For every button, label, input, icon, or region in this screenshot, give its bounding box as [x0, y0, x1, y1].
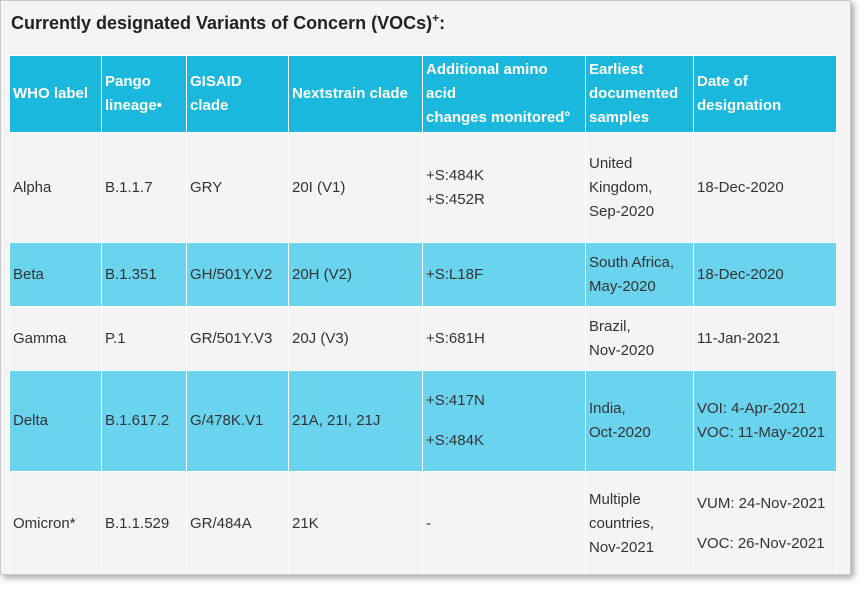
column-header: Date of designation: [693, 55, 837, 133]
cell-nextstrain: 21A, 21I, 21J: [288, 370, 423, 472]
table-header-row: WHO label Pango lineage• GISAID clade Next…: [9, 55, 837, 133]
cell-who: Omicron*: [9, 471, 102, 574]
header-who: WHO label: [13, 85, 89, 102]
column-header: Nextstrain clade: [288, 55, 423, 133]
cell-who: Gamma: [9, 306, 102, 371]
title-superscript: +: [432, 11, 440, 25]
cell-date: 18-Dec-2020: [693, 242, 837, 307]
cell-who: Delta: [9, 370, 102, 472]
header-pango: Pango lineage•: [105, 73, 162, 114]
cell-samples: India, Oct-2020: [585, 370, 694, 472]
cell-date: 11-Jan-2021: [693, 306, 837, 371]
header-samples: Earliest documented samples: [589, 61, 679, 126]
cell-gisaid: GRY: [186, 132, 289, 243]
voc-panel: Currently designated Variants of Concern…: [0, 0, 851, 575]
cell-date: VUM: 24-Nov-2021 VOC: 26-Nov-2021: [693, 471, 837, 574]
cell-samples: Brazil, Nov-2020: [585, 306, 694, 371]
cell-gisaid: G/478K.V1: [186, 370, 289, 472]
cell-samples: South Africa, May-2020: [585, 242, 694, 307]
cell-gisaid: GR/484A: [186, 471, 289, 574]
cell-aa: +S:417N +S:484K: [422, 370, 586, 472]
cell-date: VOI: 4-Apr-2021 VOC: 11-May-2021: [693, 370, 837, 472]
cell-samples: Multiple countries, Nov-2021: [585, 471, 694, 574]
cell-pango: B.1.1.7: [101, 132, 187, 243]
header-date: Date of designation: [697, 73, 782, 114]
title-suffix: :: [439, 13, 446, 33]
cell-nextstrain: 20I (V1): [288, 132, 423, 243]
page-title: Currently designated Variants of Concern…: [11, 11, 445, 34]
column-header: Pango lineage•: [101, 55, 187, 133]
cell-aa: -: [422, 471, 586, 574]
cell-pango: P.1: [101, 306, 187, 371]
cell-samples: United Kingdom, Sep-2020: [585, 132, 694, 243]
column-header: WHO label: [9, 55, 102, 133]
cell-nextstrain: 20J (V3): [288, 306, 423, 371]
table-row: Delta B.1.617.2 G/478K.V1 21A, 21I, 21J …: [9, 370, 837, 472]
voc-table: WHO label Pango lineage• GISAID clade Next…: [9, 55, 837, 574]
table-row: Alpha B.1.1.7 GRY 20I (V1) +S:484K +S:452…: [9, 132, 837, 243]
cell-gisaid: GR/501Y.V3: [186, 306, 289, 371]
cell-pango: B.1.351: [101, 242, 187, 307]
cell-date: 18-Dec-2020: [693, 132, 837, 243]
table-row: Gamma P.1 GR/501Y.V3 20J (V3) +S:681H Br…: [9, 306, 837, 371]
cell-who: Alpha: [9, 132, 102, 243]
column-header: Earliest documented samples: [585, 55, 694, 133]
cell-who: Beta: [9, 242, 102, 307]
table-row: Omicron* B.1.1.529 GR/484A 21K - Multipl…: [9, 471, 837, 574]
cell-aa: +S:484K +S:452R: [422, 132, 586, 243]
title-text: Currently designated Variants of Concern…: [11, 13, 433, 33]
cell-nextstrain: 20H (V2): [288, 242, 423, 307]
cell-nextstrain: 21K: [288, 471, 423, 574]
cell-aa: +S:681H: [422, 306, 586, 371]
column-header: Additional amino acid changes monitored°: [422, 55, 586, 133]
header-aa: Additional amino acid changes monitored°: [426, 61, 571, 126]
cell-pango: B.1.1.529: [101, 471, 187, 574]
cell-aa: +S:L18F: [422, 242, 586, 307]
cell-gisaid: GH/501Y.V2: [186, 242, 289, 307]
header-nextstrain: Nextstrain clade: [292, 85, 408, 102]
table-row: Beta B.1.351 GH/501Y.V2 20H (V2) +S:L18F…: [9, 242, 837, 307]
header-gisaid: GISAID clade: [190, 73, 242, 114]
cell-pango: B.1.617.2: [101, 370, 187, 472]
column-header: GISAID clade: [186, 55, 289, 133]
